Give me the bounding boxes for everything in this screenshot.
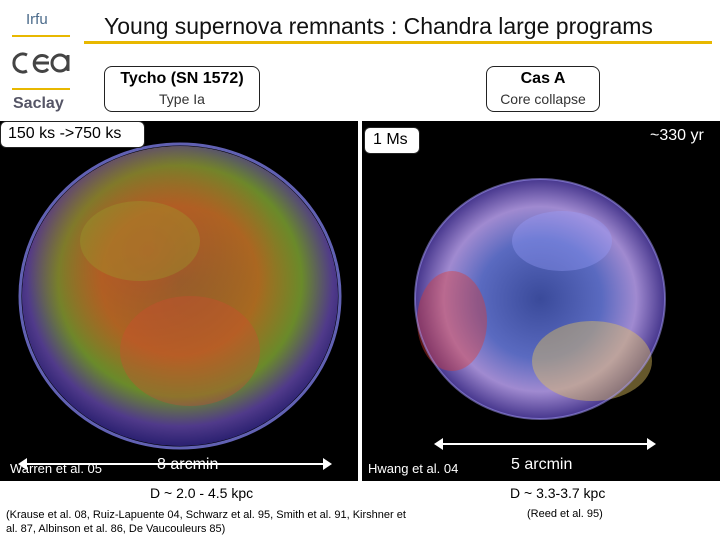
tycho-scale-arrow xyxy=(18,458,332,470)
casa-age: ~330 yr xyxy=(650,127,704,144)
tycho-image-panel xyxy=(0,121,358,481)
casa-exposure-box: 1 Ms xyxy=(364,127,420,154)
tycho-age: 437 yr xyxy=(288,131,333,148)
tycho-type: Type Ia xyxy=(159,91,205,107)
casa-scale-label: 5 arcmin xyxy=(511,456,573,473)
logo-divider-top xyxy=(12,35,70,37)
casa-credit: Hwang et al. 04 xyxy=(368,461,459,476)
casa-distance: D ~ 3.3-3.7 kpc xyxy=(510,485,606,501)
casa-type: Core collapse xyxy=(500,91,586,107)
page-title: Young supernova remnants : Chandra large… xyxy=(104,13,653,39)
tycho-name: Tycho (SN 1572) xyxy=(120,70,244,87)
casa-references: (Reed et al. 95) xyxy=(527,508,603,520)
logo-irfu-text: Irfu xyxy=(26,11,48,28)
casa-remnant-image xyxy=(414,178,666,420)
tycho-label-box: Tycho (SN 1572) Type Ia xyxy=(104,66,260,112)
casa-image-panel xyxy=(362,121,720,481)
tycho-credit: Warren et al. 05 xyxy=(10,461,103,476)
tycho-references: (Krause et al. 08, Ruiz-Lapuente 04, Sch… xyxy=(6,509,406,535)
tycho-distance: D ~ 2.0 - 4.5 kpc xyxy=(150,485,254,501)
tycho-remnant-image xyxy=(18,142,342,450)
casa-scale-arrow xyxy=(434,438,656,450)
title-underline xyxy=(84,41,712,44)
logo-saclay-text: Saclay xyxy=(13,95,64,112)
tycho-scale-label: 8 arcmin xyxy=(157,456,219,473)
tycho-exposure-box: 150 ks ->750 ks xyxy=(0,121,145,148)
logo-divider-bottom xyxy=(12,88,70,90)
casa-label-box: Cas A Core collapse xyxy=(486,66,600,112)
casa-exposure: 1 Ms xyxy=(373,131,408,148)
casa-name: Cas A xyxy=(520,70,566,87)
cea-logo-icon xyxy=(12,52,70,74)
tycho-exposure: 150 ks ->750 ks xyxy=(8,125,122,142)
